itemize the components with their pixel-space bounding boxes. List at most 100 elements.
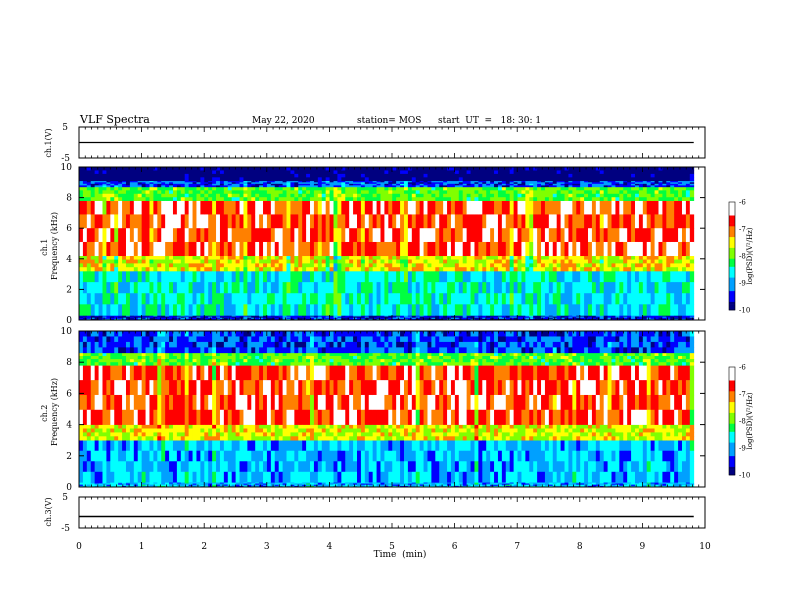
spectrogram-cell — [604, 201, 608, 215]
spectrogram-cell — [635, 267, 639, 271]
spectrogram-cell — [459, 271, 463, 282]
spectrogram-cell — [204, 293, 208, 304]
spectrogram-cell — [204, 214, 208, 228]
spectrogram-cell — [427, 256, 431, 260]
spectrogram-cell — [608, 197, 612, 201]
spectrogram-cell — [149, 282, 153, 293]
spectrogram-cell — [447, 282, 451, 293]
spectrogram-cell — [365, 267, 369, 271]
spectrogram-cell — [290, 187, 294, 191]
spectrogram-cell — [99, 461, 103, 472]
spectrogram-cell — [161, 461, 165, 472]
spectrogram-cell — [177, 177, 181, 181]
spectrogram-cell — [345, 167, 349, 171]
spectrogram-cell — [283, 201, 287, 215]
spectrogram-cell — [334, 194, 338, 198]
spectrogram-cell — [639, 260, 643, 264]
spectrogram-cell — [537, 185, 541, 187]
spectrogram-cell — [240, 187, 244, 191]
spectrogram-cell — [243, 190, 247, 194]
spectrogram-cell — [682, 282, 686, 293]
spectrogram-cell — [447, 187, 451, 191]
spectrogram-cell — [384, 187, 388, 191]
spectrogram-cell — [670, 242, 674, 256]
spectrogram-cell — [658, 214, 662, 228]
spectrogram-cell — [447, 293, 451, 304]
spectrogram-cell — [604, 185, 608, 187]
spectrogram-cell — [263, 194, 267, 198]
spectrogram-cell — [224, 293, 228, 304]
spectrogram-cell — [271, 177, 275, 181]
spectrogram-cell — [369, 187, 373, 191]
spectrogram-cell — [322, 304, 326, 315]
spectrogram-cell — [169, 432, 173, 436]
spectrogram-cell — [408, 190, 412, 194]
spectrogram-cell — [682, 267, 686, 271]
spectrogram-cell — [251, 197, 255, 201]
spectrogram-cell — [670, 187, 674, 191]
spectrogram-cell — [279, 174, 283, 178]
spectrogram-cell — [79, 201, 83, 215]
spectrogram-cell — [330, 260, 334, 264]
spectrogram-cell — [216, 190, 220, 194]
spectrogram-cell — [236, 271, 240, 282]
spectrogram-cell — [443, 293, 447, 304]
spectrogram-cell — [208, 267, 212, 271]
spectrogram-cell — [478, 271, 482, 282]
spectrogram-cell — [138, 177, 142, 181]
spectrogram-cell — [130, 429, 134, 433]
spectrogram-cell — [572, 256, 576, 260]
spectrogram-cell — [471, 177, 475, 181]
spectrogram-cell — [126, 256, 130, 260]
spectrogram-cell — [271, 263, 275, 267]
spectrogram-cell — [99, 177, 103, 181]
spectrogram-cell — [102, 336, 106, 342]
spectrogram-cell — [678, 197, 682, 201]
spectrogram-cell — [482, 242, 486, 256]
spectrogram-cell — [486, 197, 490, 201]
spectrogram-cell — [615, 177, 619, 181]
spectrogram-cell — [177, 260, 181, 264]
spectrogram-cell — [330, 271, 334, 282]
spectrogram-cell — [251, 177, 255, 181]
spectrogram-cell — [420, 260, 424, 264]
spectrogram-cell — [138, 451, 142, 462]
spectrogram-cell — [674, 194, 678, 198]
spectrogram-cell — [588, 304, 592, 315]
spectrogram-cell — [623, 256, 627, 260]
spectrogram-cell — [631, 201, 635, 215]
spectrogram-cell — [365, 214, 369, 228]
spectrogram-cell — [306, 197, 310, 201]
spectrogram-cell — [287, 185, 291, 187]
spectrogram-cell — [153, 242, 157, 256]
spectrogram-cell — [95, 271, 99, 282]
spectrogram-cell — [545, 263, 549, 267]
spectrogram-cell — [666, 174, 670, 178]
spectrogram-cell — [474, 214, 478, 228]
spectrogram-cell — [193, 263, 197, 267]
spectrogram-cell — [110, 185, 114, 187]
spectrogram-cell — [608, 174, 612, 178]
spectrogram-cell — [200, 282, 204, 293]
spectrogram-cell — [486, 260, 490, 264]
spectrogram-cell — [204, 170, 208, 174]
spectrogram-cell — [255, 194, 259, 198]
spectrogram-cell — [161, 380, 165, 395]
spectrogram-cell — [510, 201, 514, 215]
spectrogram-cell — [404, 170, 408, 174]
spectrogram-cell — [337, 282, 341, 293]
spectrogram-cell — [541, 293, 545, 304]
spectrogram-cell — [467, 242, 471, 256]
spectrogram-cell — [404, 260, 408, 264]
spectrogram-cell — [142, 167, 146, 171]
spectrogram-cell — [106, 177, 110, 181]
spectrogram-cell — [102, 425, 106, 429]
spectrogram-cell — [643, 256, 647, 260]
spectrogram-cell — [337, 242, 341, 256]
spectrogram-cell — [200, 201, 204, 215]
spectrogram-cell — [204, 177, 208, 181]
spectrogram-cell — [341, 187, 345, 191]
spectrogram-cell — [686, 177, 690, 181]
spectrogram-cell — [193, 187, 197, 191]
spectrogram-cell — [373, 304, 377, 315]
